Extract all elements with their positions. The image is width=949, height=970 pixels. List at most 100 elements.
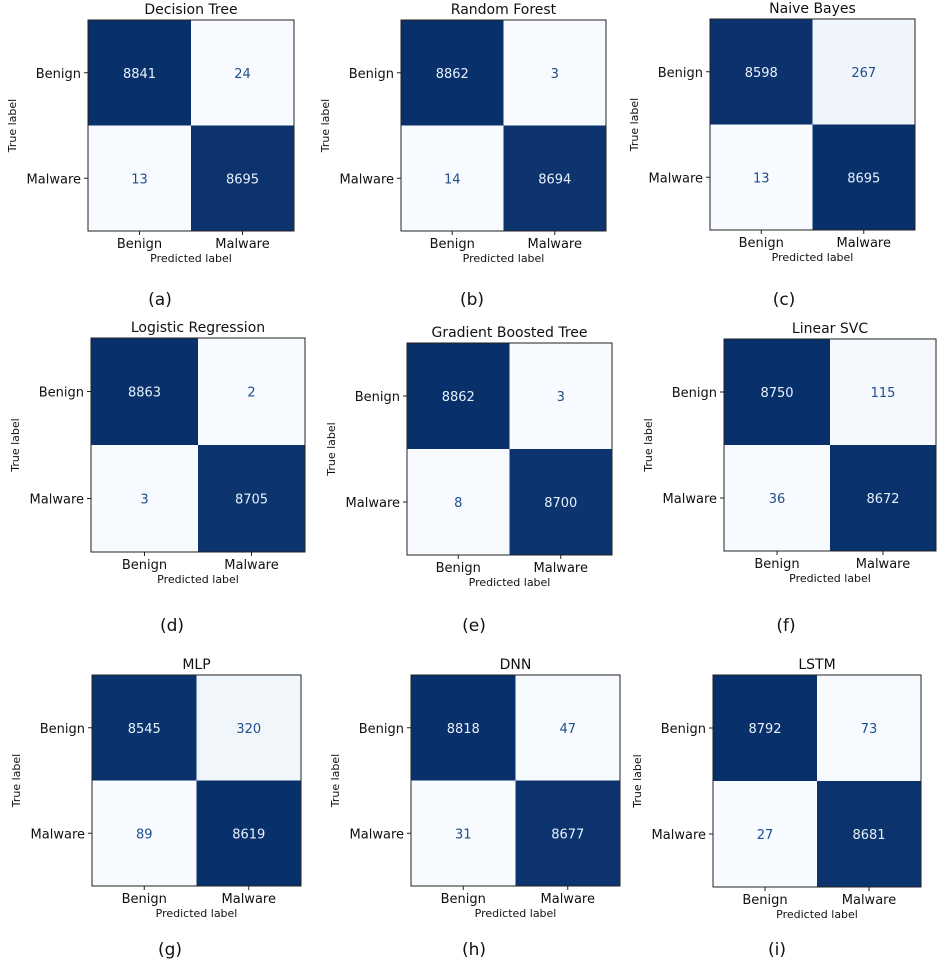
y-axis-label: True label bbox=[9, 418, 22, 472]
panel-caption: (b) bbox=[459, 290, 485, 310]
chart-title: Random Forest bbox=[451, 2, 557, 18]
y-tick-label: Benign bbox=[39, 386, 84, 401]
y-tick-label: Malware bbox=[31, 827, 85, 842]
matrix-cell bbox=[407, 449, 510, 555]
matrix-cell bbox=[503, 20, 606, 126]
matrix-cell bbox=[411, 780, 516, 886]
matrix-cell bbox=[92, 780, 197, 886]
y-tick-label: Malware bbox=[340, 172, 394, 187]
x-tick-label: Benign bbox=[754, 557, 799, 572]
x-axis-label: Predicted label bbox=[157, 573, 239, 586]
x-tick-label: Benign bbox=[430, 237, 475, 252]
matrix-cell bbox=[515, 780, 620, 886]
cell-value-label: 8705 bbox=[235, 493, 268, 508]
matrix-cell bbox=[198, 445, 305, 552]
matrix-cell bbox=[515, 675, 620, 781]
matrix-frame bbox=[723, 338, 937, 552]
matrix-cell bbox=[713, 675, 817, 781]
x-tick-label: Malware bbox=[528, 237, 582, 252]
chart-title: Decision Tree bbox=[144, 2, 237, 18]
cell-value-label: 47 bbox=[559, 722, 576, 737]
matrix-cell bbox=[830, 445, 936, 551]
matrix-cell bbox=[91, 338, 198, 445]
matrix-cell bbox=[817, 675, 921, 781]
y-axis-label: True label bbox=[642, 418, 655, 472]
x-tick-label: Malware bbox=[856, 557, 910, 572]
cell-value-label: 8700 bbox=[544, 496, 577, 511]
cell-value-label: 8619 bbox=[232, 827, 265, 842]
x-tick-label: Malware bbox=[222, 892, 276, 907]
matrix-cell bbox=[817, 781, 921, 887]
panel-caption: (f) bbox=[776, 616, 796, 636]
cell-value-label: 8 bbox=[454, 496, 462, 511]
x-tick-label: Benign bbox=[122, 558, 167, 573]
cell-value-label: 267 bbox=[851, 66, 876, 81]
matrix-frame bbox=[400, 19, 607, 232]
matrix-frame bbox=[87, 19, 295, 232]
matrix-cell bbox=[724, 445, 830, 551]
cell-value-label: 8694 bbox=[538, 172, 571, 187]
matrix-cell bbox=[92, 675, 197, 781]
x-axis-label: Predicted label bbox=[475, 907, 557, 920]
x-axis-label: Predicted label bbox=[789, 572, 871, 585]
cell-value-label: 8598 bbox=[745, 66, 778, 81]
cell-value-label: 36 bbox=[769, 492, 786, 507]
cell-value-label: 2 bbox=[247, 386, 255, 401]
cell-value-label: 8750 bbox=[760, 386, 793, 401]
y-axis-label: True label bbox=[628, 98, 641, 152]
panel-caption: (d) bbox=[159, 616, 185, 636]
y-tick-label: Benign bbox=[355, 390, 400, 405]
x-axis-label: Predicted label bbox=[150, 252, 232, 265]
matrix-cell bbox=[710, 19, 813, 125]
panel-caption: (g) bbox=[157, 940, 183, 960]
cell-value-label: 8545 bbox=[128, 722, 161, 737]
x-axis-label: Predicted label bbox=[469, 576, 551, 589]
cell-value-label: 8695 bbox=[847, 171, 880, 186]
y-tick-label: Malware bbox=[30, 493, 84, 508]
matrix-cell bbox=[198, 338, 305, 445]
y-tick-label: Benign bbox=[349, 67, 394, 82]
cell-value-label: 115 bbox=[871, 386, 896, 401]
matrix-cell bbox=[713, 781, 817, 887]
matrix-cell bbox=[509, 343, 612, 449]
y-tick-label: Malware bbox=[350, 827, 404, 842]
cell-value-label: 8818 bbox=[447, 722, 480, 737]
chart-title: Gradient Boosted Tree bbox=[431, 325, 587, 341]
y-axis-label: True label bbox=[325, 422, 338, 476]
chart-title: Linear SVC bbox=[792, 321, 868, 337]
matrix-cell bbox=[724, 339, 830, 445]
cell-value-label: 13 bbox=[753, 171, 770, 186]
cell-value-label: 8695 bbox=[226, 172, 259, 187]
cell-value-label: 8672 bbox=[866, 492, 899, 507]
x-tick-label: Malware bbox=[534, 561, 588, 576]
matrix-cell bbox=[191, 20, 294, 126]
y-tick-label: Malware bbox=[663, 492, 717, 507]
panel-caption: (h) bbox=[461, 940, 487, 960]
matrix-cell bbox=[196, 675, 301, 781]
matrix-cell bbox=[91, 445, 198, 552]
y-tick-label: Benign bbox=[359, 722, 404, 737]
x-tick-label: Benign bbox=[122, 892, 167, 907]
matrix-cell bbox=[196, 780, 301, 886]
matrix-cell bbox=[710, 124, 813, 230]
y-axis-label: True label bbox=[329, 754, 342, 808]
x-tick-label: Malware bbox=[842, 893, 896, 908]
cell-value-label: 8862 bbox=[442, 390, 475, 405]
matrix-cell bbox=[401, 20, 504, 126]
chart-title: DNN bbox=[500, 657, 532, 673]
y-axis-label: True label bbox=[631, 754, 644, 808]
y-axis-label: True label bbox=[10, 754, 23, 808]
cell-value-label: 8677 bbox=[551, 827, 584, 842]
matrix-cell bbox=[88, 20, 191, 126]
matrix-frame bbox=[90, 337, 306, 553]
chart-title: MLP bbox=[182, 657, 210, 673]
x-tick-label: Malware bbox=[541, 892, 595, 907]
panel-caption: (i) bbox=[768, 940, 786, 960]
y-axis-label: True label bbox=[319, 99, 332, 153]
matrix-cell bbox=[407, 343, 510, 449]
